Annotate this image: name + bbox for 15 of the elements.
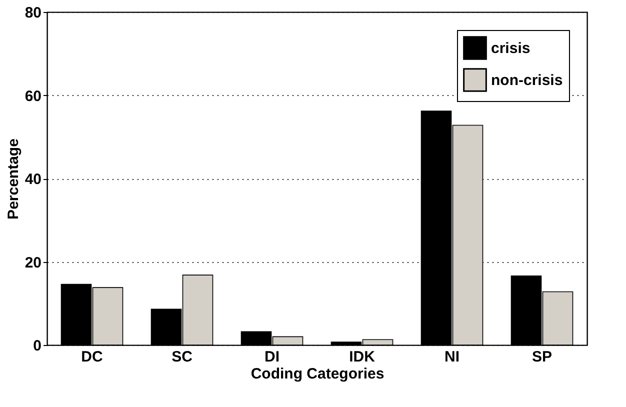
legend-label: crisis [491,40,530,57]
y-axis-title: Percentage [4,138,22,220]
y-tick-label: 40 [24,171,42,188]
y-tick-label: 80 [24,4,42,22]
x-tick-label: DC [81,348,103,366]
legend-label: non-crisis [491,72,563,89]
x-tick-label: DI [264,348,280,366]
y-tick-label: 0 [33,338,42,354]
x-tick-label: SP [532,348,552,366]
x-tick-label: IDK [349,348,376,366]
x-tick-label: NI [444,348,460,366]
y-tick-label: 60 [24,88,42,105]
y-tick-label: 20 [24,254,42,272]
x-axis-title: Coding Categories [250,366,384,382]
x-tick-label: SC [172,348,193,366]
